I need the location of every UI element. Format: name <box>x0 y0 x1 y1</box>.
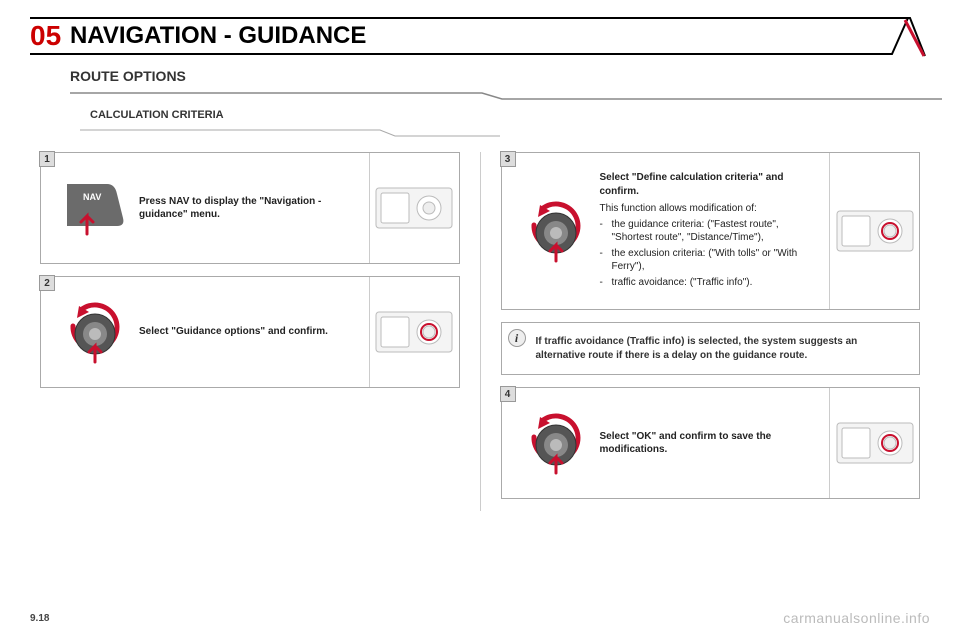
step-text: Select "Define calculation criteria" and… <box>600 171 820 291</box>
step-block: 4 Select "OK" and confirm to save the mo… <box>501 387 921 499</box>
nav-label: NAV <box>83 192 101 202</box>
chapter-title: NAVIGATION - GUIDANCE <box>70 22 366 50</box>
list-item: the guidance criteria: ("Fastest route",… <box>600 218 820 245</box>
chapter-header: 05 NAVIGATION - GUIDANCE <box>30 20 930 56</box>
list-item: traffic avoidance: ("Traffic info"). <box>600 276 820 290</box>
step-text: Select "OK" and confirm to save the modi… <box>600 430 820 457</box>
step-body: Select "OK" and confirm to save the modi… <box>502 388 830 498</box>
dashboard-thumbnail <box>829 388 919 498</box>
dashboard-thumbnail <box>369 277 459 387</box>
step-number-badge: 1 <box>39 151 55 167</box>
subsubtitle-text: CALCULATION CRITERIA <box>90 109 224 121</box>
step-number-badge: 2 <box>39 275 55 291</box>
knob-icon <box>524 199 588 263</box>
step-text: Press NAV to display the "Navigation - g… <box>139 195 359 222</box>
content-columns: 1 NAV Press NAV to display the "Navigati… <box>30 152 930 511</box>
info-icon: i <box>508 329 526 347</box>
section-subsubtitle: CALCULATION CRITERIA <box>90 109 930 121</box>
knob-icon <box>524 411 588 475</box>
step-block: 2 Select "Guidance options" and confirm. <box>40 276 460 388</box>
knob-icon <box>63 300 127 364</box>
info-note: i If traffic avoidance (Traffic info) is… <box>501 322 921 375</box>
section-subtitle: ROUTE OPTIONS <box>70 68 930 84</box>
info-text: If traffic avoidance (Traffic info) is s… <box>536 336 858 361</box>
page-number: 9.18 <box>30 613 49 624</box>
watermark: carmanualsonline.info <box>783 610 930 626</box>
step-text-sub: This function allows modification of: <box>600 202 820 216</box>
dashboard-thumbnail <box>829 153 919 309</box>
left-column: 1 NAV Press NAV to display the "Navigati… <box>40 152 460 511</box>
subsubtitle-rule <box>70 129 530 137</box>
column-divider <box>480 152 481 511</box>
step-body: Select "Define calculation criteria" and… <box>502 153 830 309</box>
step-block: 1 NAV Press NAV to display the "Navigati… <box>40 152 460 264</box>
criteria-list: the guidance criteria: ("Fastest route",… <box>600 218 820 290</box>
subtitle-rule <box>42 92 942 100</box>
step-number-badge: 4 <box>500 386 516 402</box>
nav-button-icon: NAV <box>63 180 127 236</box>
right-column: 3 Select "Define calculation criteria" a… <box>501 152 921 511</box>
step-text: Select "Guidance options" and confirm. <box>139 325 359 339</box>
list-item: the exclusion criteria: ("With tolls" or… <box>600 247 820 274</box>
step-block: 3 Select "Define calculation criteria" a… <box>501 152 921 310</box>
step-body: Select "Guidance options" and confirm. <box>41 277 369 387</box>
step-text-main: Select "Define calculation criteria" and… <box>600 172 784 197</box>
chapter-number: 05 <box>30 20 61 52</box>
step-body: NAV Press NAV to display the "Navigation… <box>41 153 369 263</box>
dashboard-thumbnail <box>369 153 459 263</box>
step-number-badge: 3 <box>500 151 516 167</box>
